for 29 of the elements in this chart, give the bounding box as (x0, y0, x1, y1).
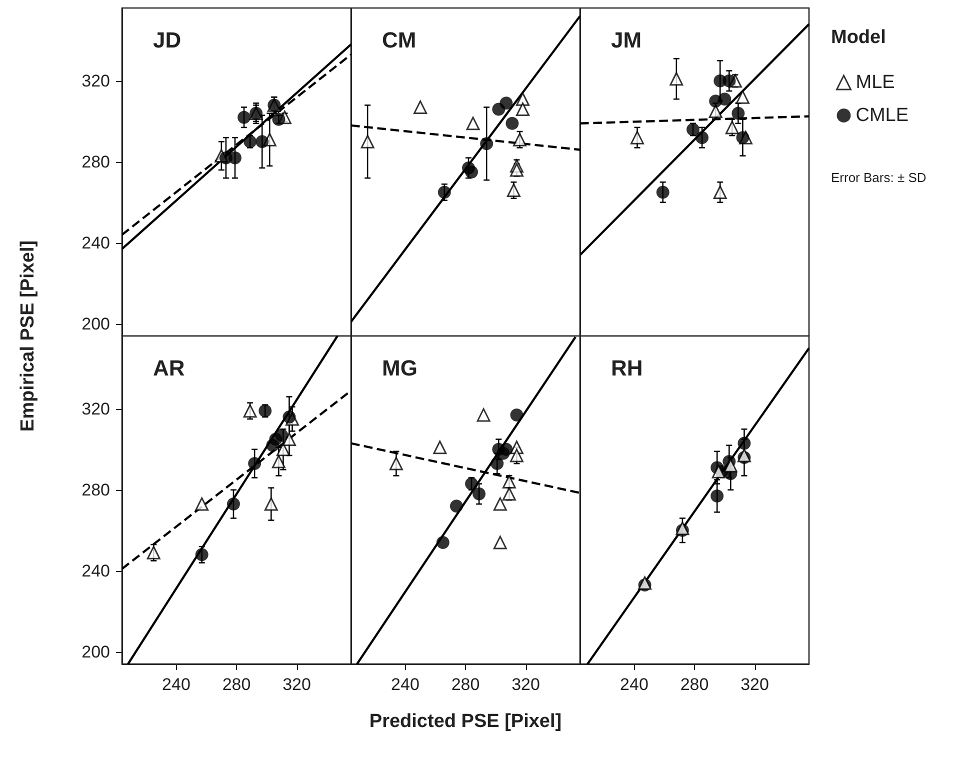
text: Error Bars: ± SD (831, 170, 926, 185)
y-tick-label: 200 (82, 314, 110, 334)
text: CM (382, 28, 416, 52)
text: JD (153, 28, 182, 52)
x-tick-label: 240 (391, 675, 420, 694)
x-tick-label: 280 (680, 675, 709, 694)
y-tick-label: 320 (82, 399, 110, 418)
y-tick-label: 320 (82, 71, 110, 90)
legend-title: Model (831, 27, 886, 48)
x-tick-label: 280 (451, 675, 480, 694)
text: RH (611, 356, 643, 380)
text: AR (153, 356, 185, 380)
legend-label: MLE (856, 72, 895, 93)
x-tick-label: 320 (512, 675, 540, 694)
x-tick-label: 240 (620, 675, 648, 694)
legend-label: CMLE (856, 105, 909, 126)
x-tick-label: 320 (740, 675, 769, 694)
y-tick-label: 200 (82, 642, 110, 662)
y-tick-label: 280 (82, 480, 110, 500)
x-axis-title: Predicted PSE [Pixel] (369, 711, 562, 732)
y-tick-label: 280 (82, 152, 110, 172)
x-tick-label: 320 (282, 675, 311, 694)
x-tick-label: 240 (162, 675, 190, 694)
y-tick-label: 240 (82, 233, 110, 252)
y-tick-label: 240 (82, 561, 110, 580)
text: JM (611, 28, 642, 52)
x-tick-label: 280 (222, 675, 251, 694)
y-axis-title: Empirical PSE [Pixel] (18, 240, 38, 432)
text: MG (382, 356, 418, 380)
